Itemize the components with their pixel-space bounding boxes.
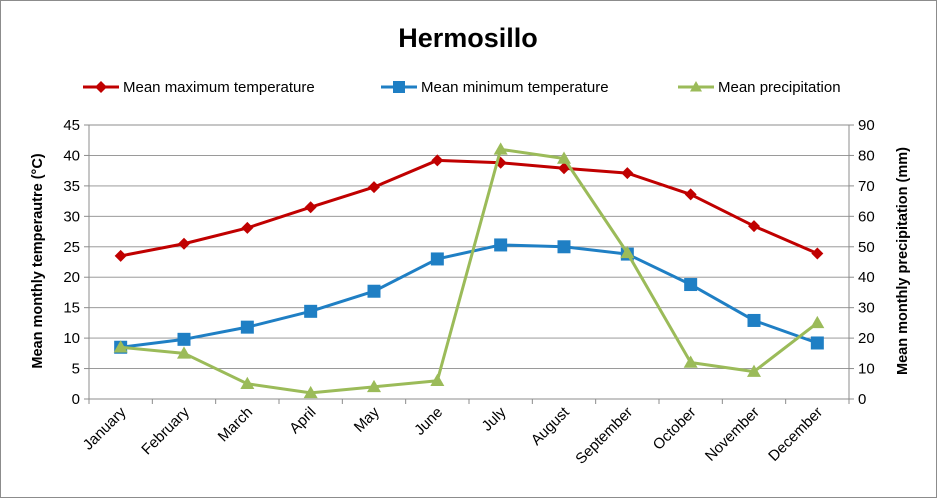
series-line xyxy=(120,147,819,395)
data-point-square xyxy=(430,252,444,266)
data-point-diamond xyxy=(684,188,697,201)
data-point-square xyxy=(367,284,381,298)
series-line xyxy=(120,243,818,349)
y-right-tick-label: 0 xyxy=(858,391,866,408)
data-point-diamond xyxy=(621,167,634,180)
legend-item: Mean precipitation xyxy=(678,79,841,96)
y-left-tick-label: 15 xyxy=(63,300,80,317)
series-diamond xyxy=(114,154,824,262)
x-tick-label: November xyxy=(702,404,763,465)
legend-item: Mean maximum temperature xyxy=(83,79,315,96)
x-tick-label: August xyxy=(528,403,574,449)
y-right-tick-label: 40 xyxy=(858,269,875,286)
data-point-triangle xyxy=(240,376,255,390)
series-square xyxy=(114,238,824,354)
data-point-triangle xyxy=(620,245,635,259)
y-right-tick-label: 80 xyxy=(858,147,875,164)
legend-label: Mean minimum temperature xyxy=(421,79,609,96)
x-tick-label: July xyxy=(479,403,510,434)
y-left-tick-label: 20 xyxy=(63,269,80,286)
y-left-tick-label: 0 xyxy=(72,391,80,408)
y-right-tick-label: 20 xyxy=(858,330,875,347)
x-tick-label: March xyxy=(215,404,256,445)
y-left-tick-label: 35 xyxy=(63,178,80,195)
data-point-diamond xyxy=(304,201,317,214)
y-right-tick-label: 70 xyxy=(858,178,875,195)
data-point-triangle xyxy=(430,373,445,386)
data-point-diamond xyxy=(431,154,444,167)
data-point-triangle xyxy=(810,315,825,329)
data-point-diamond xyxy=(368,181,380,194)
data-point-diamond xyxy=(748,220,760,233)
data-point-square xyxy=(240,320,254,334)
y-left-tick-label: 5 xyxy=(72,361,80,378)
y-right-tick-label: 10 xyxy=(858,361,875,378)
x-tick-label: June xyxy=(411,404,446,439)
data-point-triangle xyxy=(113,340,128,353)
data-point-square xyxy=(177,332,191,346)
data-point-triangle xyxy=(683,355,698,368)
legend-item: Mean minimum temperature xyxy=(381,79,609,96)
data-point-diamond xyxy=(178,237,190,250)
y-right-tick-label: 30 xyxy=(858,300,875,317)
data-point-triangle xyxy=(493,142,508,155)
data-point-diamond xyxy=(114,249,127,262)
data-point-triangle xyxy=(690,81,702,92)
x-tick-label: February xyxy=(138,403,193,458)
data-point-square xyxy=(494,238,508,252)
chart-title: Hermosillo xyxy=(398,23,538,53)
y-left-tick-label: 30 xyxy=(63,208,80,225)
legend-label: Mean maximum temperature xyxy=(123,79,315,96)
x-tick-label: October xyxy=(650,404,700,454)
axes: 0 5 10 15 20 25 30 35 40 45 0 10 20 30 40 50 60 70 80 90 Jan… xyxy=(63,117,874,468)
data-point-triangle xyxy=(557,151,571,164)
x-tick-label: September xyxy=(572,404,636,468)
data-point-square xyxy=(810,336,824,350)
gridlines xyxy=(89,124,849,370)
data-point-triangle xyxy=(303,385,318,399)
x-tick-label: December xyxy=(765,404,826,465)
y-left-tick-label: 45 xyxy=(63,117,80,134)
data-point-triangle xyxy=(177,346,191,359)
y-left-axis-title: Mean monthly temperautre (°C) xyxy=(30,153,46,368)
y-left-tick-label: 10 xyxy=(63,330,80,347)
data-point-square xyxy=(304,304,318,318)
x-tick-label: May xyxy=(351,403,383,435)
legend: Mean maximum temperature Mean minimum tem… xyxy=(83,79,841,96)
data-point-square xyxy=(684,278,698,292)
y-right-axis-title: Mean monthly precipitation (mm) xyxy=(895,147,911,375)
data-point-diamond xyxy=(241,221,254,234)
data-point-square xyxy=(393,81,405,93)
plot-area xyxy=(113,142,825,399)
y-right-tick-label: 60 xyxy=(858,208,875,225)
x-tick-label: April xyxy=(286,404,319,437)
data-point-triangle xyxy=(367,379,381,393)
y-left-tick-label: 40 xyxy=(63,147,80,164)
legend-label: Mean precipitation xyxy=(718,79,841,96)
x-tick-label: January xyxy=(80,403,130,453)
data-point-diamond xyxy=(95,81,107,93)
data-point-square xyxy=(557,240,571,254)
data-point-triangle xyxy=(747,364,761,377)
y-left-tick-label: 25 xyxy=(63,239,80,256)
y-right-tick-label: 50 xyxy=(858,239,875,256)
y-right-tick-label: 90 xyxy=(858,117,875,134)
data-point-diamond xyxy=(811,247,824,260)
data-point-square xyxy=(747,313,761,327)
series-line xyxy=(120,158,818,258)
series-triangle xyxy=(113,142,825,399)
